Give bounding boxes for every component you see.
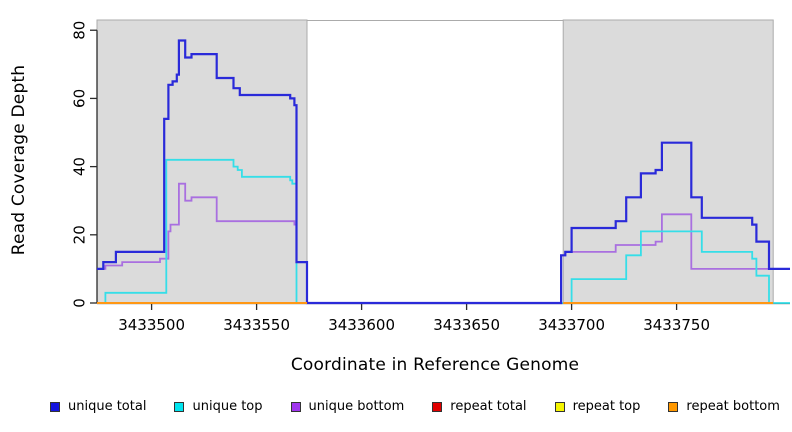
legend-item: repeat bottom xyxy=(668,399,780,414)
series-line-unique-bottom xyxy=(97,182,790,304)
x-tick-label: 3433600 xyxy=(328,316,395,334)
legend-swatch-icon xyxy=(50,401,60,412)
legend-label: repeat bottom xyxy=(686,399,780,414)
legend-label: unique top xyxy=(192,399,263,414)
y-tick-label: 0 xyxy=(71,298,89,308)
legend-swatch-icon xyxy=(290,401,301,412)
y-tick-label: 60 xyxy=(71,89,89,108)
x-axis-title: Coordinate in Reference Genome xyxy=(290,355,580,375)
y-tick-label: 40 xyxy=(71,157,89,176)
legend: unique total unique top unique bottom repea… xyxy=(50,399,780,414)
x-tick-label: 3433700 xyxy=(538,316,605,334)
legend-item: unique bottom xyxy=(290,399,405,414)
y-tick-label: 20 xyxy=(71,225,89,244)
legend-swatch-icon xyxy=(432,401,443,412)
legend-item: repeat top xyxy=(554,399,641,414)
legend-swatch-icon xyxy=(174,401,185,412)
series-line-unique-total xyxy=(97,39,790,305)
legend-label: repeat top xyxy=(572,399,641,414)
shaded-region-right xyxy=(562,19,774,304)
y-tick-label: 80 xyxy=(71,21,89,40)
legend-item: unique top xyxy=(174,399,263,414)
x-tick-label: 3433550 xyxy=(223,316,290,334)
y-axis-title: Read Coverage Depth xyxy=(9,64,29,256)
legend-swatch-icon xyxy=(554,401,565,412)
shaded-region-left xyxy=(96,19,308,304)
legend-label: unique bottom xyxy=(308,399,405,414)
x-tick-label: 3433500 xyxy=(118,316,185,334)
x-tick-label: 3433750 xyxy=(643,316,710,334)
legend-swatch-icon xyxy=(668,401,679,412)
legend-item: unique total xyxy=(50,399,146,414)
legend-label: repeat total xyxy=(450,399,527,414)
legend-label: unique total xyxy=(68,399,147,414)
legend-item: repeat total xyxy=(432,399,527,414)
x-tick-label: 3433650 xyxy=(433,316,500,334)
